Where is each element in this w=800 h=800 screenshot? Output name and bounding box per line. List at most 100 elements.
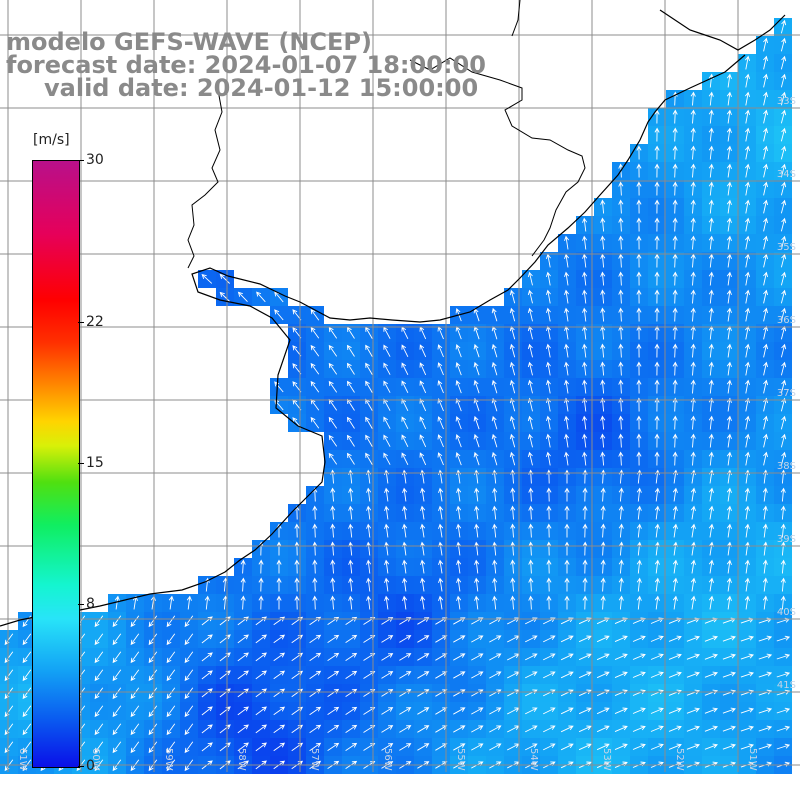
wind-arrow: [274, 291, 284, 303]
wind-arrow: [130, 615, 140, 628]
wind-arrow: [740, 653, 754, 660]
wind-arrow: [346, 362, 355, 375]
wind-arrow: [654, 397, 660, 412]
wind-arrow: [545, 253, 551, 268]
wind-arrow: [776, 671, 791, 678]
wind-arrow: [510, 577, 516, 592]
wind-arrow: [420, 541, 426, 556]
wind-arrow: [596, 743, 610, 751]
wind-arrow: [453, 635, 466, 643]
wind-arrow: [618, 541, 624, 556]
wind-arrow: [473, 433, 480, 448]
wind-arrow: [722, 725, 736, 732]
wind-arrow: [330, 577, 336, 592]
wind-arrow: [672, 217, 678, 232]
wind-arrow: [219, 273, 231, 284]
wind-arrow: [744, 343, 751, 358]
wind-arrow: [545, 343, 551, 358]
wind-arrow: [527, 433, 533, 448]
wind-arrow: [528, 559, 534, 574]
wind-arrow: [492, 541, 498, 556]
wind-arrow: [453, 743, 466, 751]
wind-arrow: [346, 416, 355, 429]
wind-arrow: [726, 451, 732, 466]
wind-arrow: [348, 523, 354, 538]
wind-arrow: [672, 487, 678, 502]
wind-arrow: [618, 433, 624, 448]
wind-arrow: [542, 725, 556, 733]
wind-arrow: [758, 635, 773, 642]
wind-arrow: [762, 595, 768, 610]
wind-arrow: [582, 271, 588, 286]
wind-arrow: [166, 633, 176, 646]
wind-arrow: [383, 452, 391, 465]
wind-arrow: [255, 724, 267, 734]
wind-arrow: [294, 541, 300, 556]
wind-arrow: [618, 487, 624, 502]
wind-arrow: [564, 397, 570, 412]
wind-arrow: [401, 452, 409, 466]
wind-arrow: [312, 577, 318, 592]
wind-arrow: [273, 724, 286, 734]
wind-arrow: [348, 577, 354, 592]
wind-arrow: [564, 343, 570, 358]
wind-arrow: [672, 145, 678, 160]
wind-arrow: [780, 595, 786, 610]
wind-arrow: [471, 725, 484, 733]
wind-arrow: [492, 523, 498, 538]
wind-arrow: [632, 707, 646, 714]
wind-arrow: [744, 73, 751, 88]
wind-arrow: [473, 361, 480, 376]
wind-arrow: [542, 743, 556, 751]
wind-arrow: [348, 541, 354, 556]
wind-arrow: [690, 451, 696, 466]
wind-arrow: [780, 55, 787, 70]
wind-arrow: [654, 451, 660, 466]
colorbar-tick-label: 15: [86, 455, 104, 471]
wind-arrow: [618, 523, 624, 538]
wind-arrow: [489, 671, 502, 679]
wind-arrow: [600, 505, 606, 520]
wind-arrow: [600, 217, 606, 232]
wind-arrow: [763, 37, 769, 52]
wind-arrow: [456, 487, 462, 502]
wind-arrow: [600, 397, 606, 412]
wind-arrow: [708, 145, 714, 160]
wind-arrow: [672, 433, 678, 448]
wind-arrow: [744, 559, 750, 574]
wind-arrow: [776, 653, 791, 660]
lat-lon-gridlines: [0, 0, 800, 772]
wind-arrow: [474, 595, 480, 610]
wind-arrow: [704, 707, 718, 714]
wind-arrow: [582, 235, 588, 250]
wind-arrow: [636, 145, 642, 160]
wind-arrow: [510, 595, 516, 610]
wind-arrow: [545, 415, 551, 430]
wind-arrow: [471, 743, 484, 751]
wind-direction-arrows: [4, 19, 791, 772]
wind-arrow: [294, 559, 300, 574]
wind-arrow: [636, 235, 642, 250]
wind-arrow: [722, 743, 736, 750]
wind-arrow: [650, 743, 664, 750]
wind-arrow: [365, 452, 373, 465]
wind-arrow: [273, 706, 286, 716]
wind-arrow: [578, 743, 592, 751]
wind-arrow: [726, 145, 732, 160]
wind-arrow: [704, 653, 718, 660]
wind-arrow: [328, 344, 338, 357]
wind-arrow: [564, 379, 570, 394]
wind-arrow: [130, 687, 140, 700]
wind-arrow: [654, 577, 660, 592]
wind-arrow: [455, 434, 462, 448]
wind-arrow: [546, 541, 552, 556]
wind-arrow: [437, 416, 444, 430]
wind-arrow: [112, 723, 122, 736]
wind-arrow: [614, 653, 628, 661]
wind-arrow: [600, 289, 606, 304]
wind-arrow: [668, 635, 682, 642]
wind-arrow: [402, 595, 408, 610]
wind-arrow: [366, 505, 372, 520]
wind-arrow: [94, 741, 104, 754]
wind-arrow: [650, 653, 664, 660]
